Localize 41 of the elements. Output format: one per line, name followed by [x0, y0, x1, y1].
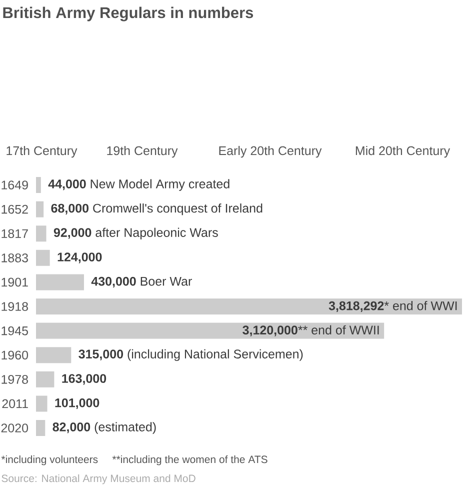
- y-tick-label: 1817: [2, 229, 28, 238]
- data-label: 3,120,000** end of WWII: [242, 325, 379, 336]
- bar: [36, 396, 48, 412]
- data-label: 82,000 (estimated): [52, 422, 156, 434]
- bar: [36, 298, 462, 315]
- y-tick-label: 1883: [2, 253, 28, 262]
- y-tick-label: 2020: [1, 424, 28, 432]
- text: Mid 20th Century: [356, 146, 450, 158]
- data-label: 163,000: [62, 374, 106, 385]
- bar: [36, 201, 44, 218]
- data-label: 124,000: [58, 252, 102, 264]
- bar: [36, 420, 46, 436]
- y-tick-label: 1960: [2, 350, 28, 360]
- data-label: 101,000: [55, 398, 100, 410]
- data-label: 44,000 New Model Army created: [48, 179, 230, 191]
- y-tick-label: 1978: [2, 374, 28, 384]
- text: Early 20th Century: [219, 146, 322, 158]
- y-tick-label: 1918: [2, 302, 28, 311]
- y-tick-label: 1901: [2, 278, 28, 287]
- bar: [36, 274, 84, 290]
- bar: [36, 226, 46, 242]
- text: *including volunteers: [1, 455, 98, 466]
- y-tick-label: 2011: [2, 399, 28, 408]
- data-label: 92,000 after Napoleonic Wars: [54, 228, 218, 240]
- bar: [36, 177, 41, 194]
- bar: [36, 371, 54, 388]
- data-label: 430,000 Boer War: [91, 276, 192, 288]
- text: 19th Century: [107, 146, 178, 158]
- text: **including the women of the ATS: [112, 455, 268, 466]
- data-label: 68,000 Cromwell's conquest of Ireland: [51, 203, 262, 216]
- source-note: Source: National Army Museum and MoD: [2, 474, 196, 484]
- chart-title: British Army Regulars in numbers: [3, 6, 254, 22]
- y-tick-label: 1649: [2, 180, 28, 190]
- data-label: 315,000 (including National Servicemen): [78, 349, 303, 361]
- text: 17th Century: [6, 146, 78, 158]
- bar: [36, 250, 50, 266]
- bar: [36, 322, 384, 339]
- bar: [36, 347, 72, 364]
- y-tick-label: 1945: [2, 326, 28, 336]
- y-tick-label: 1652: [2, 204, 28, 214]
- data-label: 3,818,292* end of WWI: [328, 301, 457, 312]
